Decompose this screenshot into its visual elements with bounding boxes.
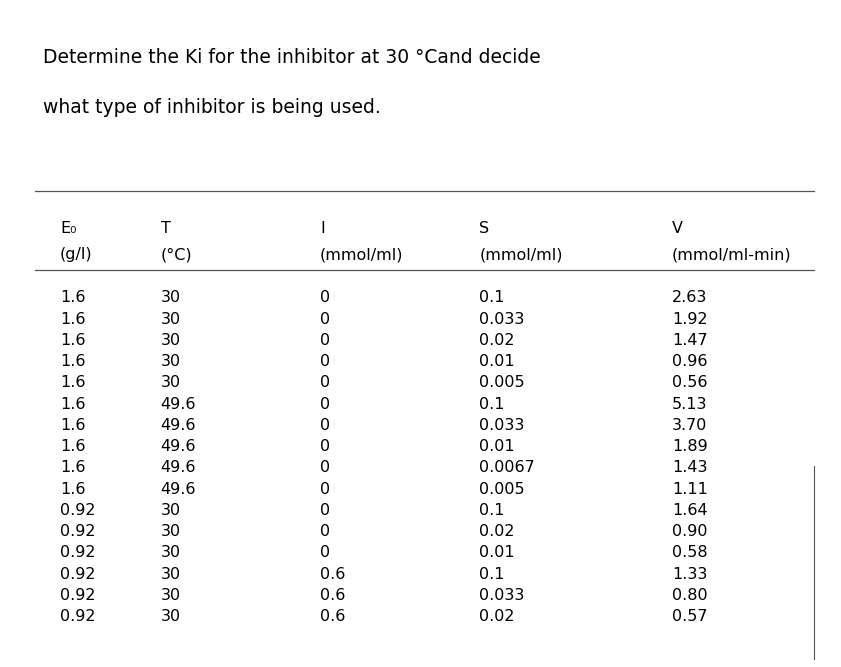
Text: 30: 30 xyxy=(161,609,181,624)
Text: 1.47: 1.47 xyxy=(672,333,707,348)
Text: 0.92: 0.92 xyxy=(60,588,96,603)
Text: 30: 30 xyxy=(161,311,181,327)
Text: (mmol/ml): (mmol/ml) xyxy=(320,247,404,262)
Text: 0.1: 0.1 xyxy=(479,567,505,582)
Text: 1.6: 1.6 xyxy=(60,290,86,305)
Text: 0.6: 0.6 xyxy=(320,609,346,624)
Text: 0.56: 0.56 xyxy=(672,376,707,390)
Text: I: I xyxy=(320,221,325,235)
Text: Determine the Ki for the inhibitor at 30 °Cand decide: Determine the Ki for the inhibitor at 30… xyxy=(43,48,541,67)
Text: 0: 0 xyxy=(320,333,330,348)
Text: 30: 30 xyxy=(161,290,181,305)
Text: 1.6: 1.6 xyxy=(60,311,86,327)
Text: 0: 0 xyxy=(320,354,330,369)
Text: 0.005: 0.005 xyxy=(479,482,525,497)
Text: 30: 30 xyxy=(161,333,181,348)
Text: 1.6: 1.6 xyxy=(60,376,86,390)
Text: 0.01: 0.01 xyxy=(479,354,515,369)
Text: 0: 0 xyxy=(320,418,330,433)
Text: 0: 0 xyxy=(320,439,330,454)
Text: 0.90: 0.90 xyxy=(672,524,707,539)
Text: V: V xyxy=(672,221,683,235)
Text: 0.1: 0.1 xyxy=(479,290,505,305)
Text: 30: 30 xyxy=(161,567,181,582)
Text: 1.6: 1.6 xyxy=(60,482,86,497)
Text: (mmol/ml): (mmol/ml) xyxy=(479,247,563,262)
Text: 0: 0 xyxy=(320,311,330,327)
Text: 1.89: 1.89 xyxy=(672,439,708,454)
Text: 0.005: 0.005 xyxy=(479,376,525,390)
Text: (mmol/ml-min): (mmol/ml-min) xyxy=(672,247,791,262)
Text: 0.80: 0.80 xyxy=(672,588,707,603)
Text: 49.6: 49.6 xyxy=(161,397,196,412)
Text: 0: 0 xyxy=(320,376,330,390)
Text: 0: 0 xyxy=(320,546,330,560)
Text: E₀: E₀ xyxy=(60,221,77,235)
Text: 0.6: 0.6 xyxy=(320,588,346,603)
Text: 0.92: 0.92 xyxy=(60,546,96,560)
Text: 0.01: 0.01 xyxy=(479,546,515,560)
Text: 0.1: 0.1 xyxy=(479,397,505,412)
Text: 0.57: 0.57 xyxy=(672,609,707,624)
Text: 1.92: 1.92 xyxy=(672,311,707,327)
Text: 2.63: 2.63 xyxy=(672,290,707,305)
Text: 0: 0 xyxy=(320,524,330,539)
Text: 0.033: 0.033 xyxy=(479,418,525,433)
Text: 0: 0 xyxy=(320,397,330,412)
Text: 3.70: 3.70 xyxy=(672,418,707,433)
Text: 0.58: 0.58 xyxy=(672,546,707,560)
Text: 0.01: 0.01 xyxy=(479,439,515,454)
Text: 0.02: 0.02 xyxy=(479,524,515,539)
Text: 1.43: 1.43 xyxy=(672,460,707,476)
Text: 0.92: 0.92 xyxy=(60,567,96,582)
Text: 0.92: 0.92 xyxy=(60,524,96,539)
Text: (g/l): (g/l) xyxy=(60,247,93,262)
Text: 1.11: 1.11 xyxy=(672,482,708,497)
Text: S: S xyxy=(479,221,489,235)
Text: 0: 0 xyxy=(320,482,330,497)
Text: 0.033: 0.033 xyxy=(479,311,525,327)
Text: 0.02: 0.02 xyxy=(479,609,515,624)
Text: 49.6: 49.6 xyxy=(161,460,196,476)
Text: 30: 30 xyxy=(161,588,181,603)
Text: T: T xyxy=(161,221,171,235)
Text: 1.6: 1.6 xyxy=(60,333,86,348)
Text: 30: 30 xyxy=(161,354,181,369)
Text: 1.6: 1.6 xyxy=(60,439,86,454)
Text: 0.92: 0.92 xyxy=(60,503,96,518)
Text: 49.6: 49.6 xyxy=(161,439,196,454)
Text: (°C): (°C) xyxy=(161,247,193,262)
Text: 0: 0 xyxy=(320,290,330,305)
Text: 0.6: 0.6 xyxy=(320,567,346,582)
Text: 30: 30 xyxy=(161,503,181,518)
Text: 0.92: 0.92 xyxy=(60,609,96,624)
Text: 1.64: 1.64 xyxy=(672,503,707,518)
Text: 0.1: 0.1 xyxy=(479,503,505,518)
Text: what type of inhibitor is being used.: what type of inhibitor is being used. xyxy=(43,97,381,117)
Text: 0: 0 xyxy=(320,503,330,518)
Text: 1.6: 1.6 xyxy=(60,460,86,476)
Text: 0.02: 0.02 xyxy=(479,333,515,348)
Text: 30: 30 xyxy=(161,376,181,390)
Text: 0: 0 xyxy=(320,460,330,476)
Text: 0.0067: 0.0067 xyxy=(479,460,535,476)
Text: 30: 30 xyxy=(161,546,181,560)
Text: 1.6: 1.6 xyxy=(60,397,86,412)
Text: 1.6: 1.6 xyxy=(60,418,86,433)
Text: 49.6: 49.6 xyxy=(161,482,196,497)
Text: 30: 30 xyxy=(161,524,181,539)
Text: 0.033: 0.033 xyxy=(479,588,525,603)
Text: 1.6: 1.6 xyxy=(60,354,86,369)
Text: 5.13: 5.13 xyxy=(672,397,707,412)
Text: 49.6: 49.6 xyxy=(161,418,196,433)
Text: 0.96: 0.96 xyxy=(672,354,707,369)
Text: 1.33: 1.33 xyxy=(672,567,707,582)
